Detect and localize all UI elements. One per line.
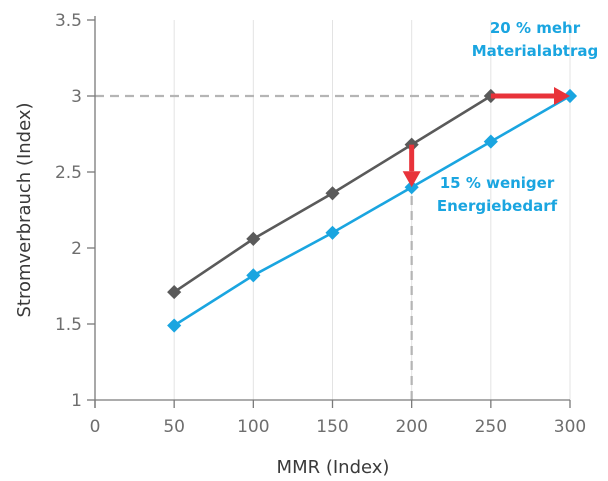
y-tick-label-3.5: 3.5 (55, 11, 82, 31)
x-tick-label-100: 100 (237, 417, 269, 437)
y-tick-label-3: 3 (71, 87, 82, 107)
series-1-point-250 (483, 134, 498, 149)
series-0-point-150 (325, 186, 340, 201)
tick-labels: 1 1.5 2 2.5 3 3.5 0 50 100 150 200 250 300 (55, 11, 586, 437)
x-axis-title: MMR (Index) (277, 457, 390, 478)
series-0-point-50 (167, 285, 182, 300)
x-tick-label-150: 150 (316, 417, 348, 437)
y-tick-label-2: 2 (71, 239, 82, 259)
x-tick-label-0: 0 (90, 417, 101, 437)
axes (87, 16, 571, 408)
annotation-material-line-2: Materialabtrag (472, 42, 598, 60)
annotation-energie-line-2: Energiebedarf (437, 197, 558, 215)
series-1-point-50 (167, 318, 182, 333)
grid-layer (173, 20, 571, 400)
series-1-point-150 (325, 225, 340, 240)
series-1-point-100 (246, 268, 261, 283)
y-tick-label-1: 1 (71, 391, 82, 411)
y-axis-title: Stromverbrauch (Index) (14, 102, 35, 317)
annotation-energie-line-1: 15 % weniger (440, 174, 555, 192)
arrow-1-head (402, 171, 421, 188)
series-1-line (173, 94, 571, 327)
arrow-0-head (554, 87, 570, 105)
annotation-material: 20 % mehr Materialabtrag (472, 19, 598, 60)
x-tick-label-250: 250 (475, 417, 507, 437)
x-tick-label-50: 50 (163, 417, 185, 437)
annotation-energie: 15 % weniger Energiebedarf (437, 174, 558, 215)
x-tick-label-200: 200 (395, 417, 427, 437)
series-0-point-100 (246, 231, 261, 246)
x-tick-label-300: 300 (554, 417, 586, 437)
annotation-material-line-1: 20 % mehr (490, 19, 581, 37)
y-tick-label-2.5: 2.5 (55, 163, 82, 183)
arrows (402, 87, 570, 188)
y-tick-label-1.5: 1.5 (55, 315, 82, 335)
